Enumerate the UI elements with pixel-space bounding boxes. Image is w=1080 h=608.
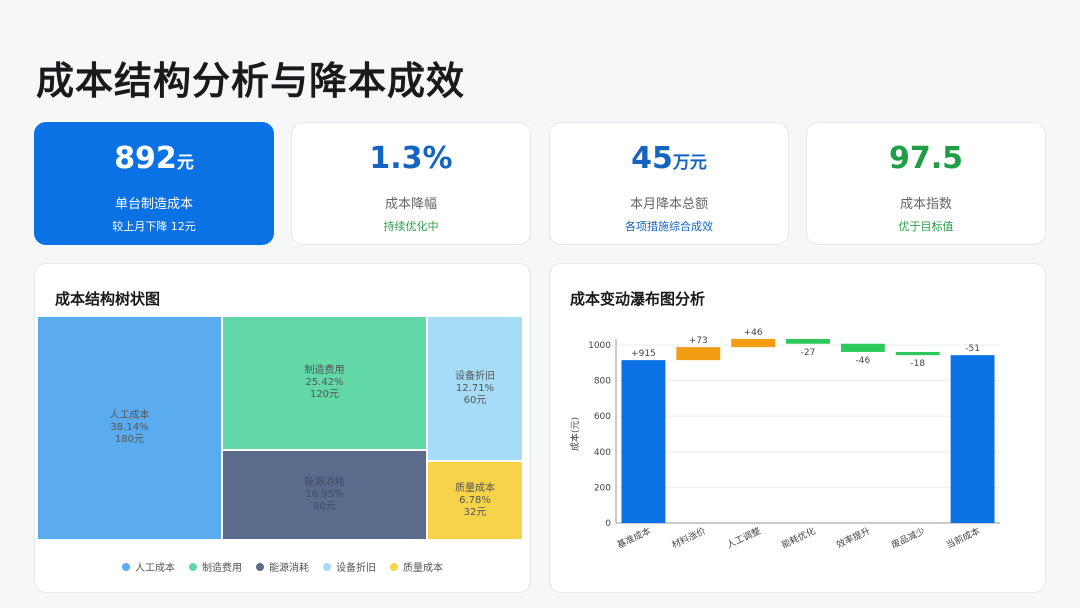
- data-label: +915: [631, 349, 656, 359]
- legend-item[interactable]: 设备折旧: [323, 559, 376, 574]
- kpi-value: 1.3%: [369, 141, 453, 176]
- waterfall-bar: [950, 355, 995, 523]
- data-label: -27: [801, 348, 816, 358]
- waterfall-chart: 0 200 400 600 800 1000 成本(元) +915 基准成本 +73 材料涨价 +46…: [569, 328, 1000, 551]
- page-title: 成本结构分析与降本成效: [36, 59, 466, 103]
- y-tick-label: 600: [594, 412, 611, 422]
- y-tick-label: 400: [594, 448, 611, 458]
- kpi-card-monthly-savings: 45万元 本月降本总额 各项措施综合成效: [549, 122, 789, 245]
- legend-swatch: [189, 562, 197, 571]
- kpi-card-cost-reduction-rate: 1.3% 成本降幅 持续优化中: [291, 122, 531, 245]
- x-tick-label: 效率提升: [834, 525, 872, 551]
- data-label: -51: [965, 344, 980, 354]
- treemap-node-depreciation[interactable]: 设备折旧 12.71% 60元: [428, 317, 522, 460]
- x-tick-label: 能耗优化: [780, 525, 818, 551]
- treemap-area: 人工成本 38.14% 180元 制造费用 25.42% 120元 能源消耗 16.95%…: [38, 317, 522, 539]
- waterfall-panel: 成本变动瀑布图分析 0 200 400 600 800 1000 成本(元) +915 基准成本…: [549, 263, 1046, 593]
- kpi-label: 成本降幅: [384, 197, 437, 212]
- treemap-panel: 成本结构树状图 人工成本 38.14% 180元 制造费用 25.42% 120元 能源…: [34, 263, 531, 593]
- y-axis-label: 成本(元): [569, 417, 581, 451]
- kpi-card-cost-index: 97.5 成本指数 优于目标值: [806, 122, 1046, 245]
- kpi-sub: 较上月下降 12元: [112, 220, 196, 233]
- data-label: -46: [856, 356, 871, 366]
- data-label: -18: [910, 359, 925, 369]
- waterfall-bar: [786, 338, 830, 344]
- waterfall-bar: [840, 343, 885, 352]
- kpi-label: 单台制造成本: [114, 197, 193, 212]
- waterfall-bar: [895, 351, 940, 356]
- kpi-card-unit-cost: 892元 单台制造成本 较上月下降 12元: [34, 122, 274, 245]
- y-tick-label: 800: [594, 377, 611, 387]
- x-tick-label: 当前成本: [944, 525, 982, 551]
- legend-item[interactable]: 制造费用: [189, 559, 242, 574]
- treemap-legend: 人工成本 制造费用 能源消耗 设备折旧 质量成本: [35, 559, 530, 574]
- legend-swatch: [390, 562, 398, 571]
- legend-swatch: [256, 562, 264, 571]
- kpi-sub: 各项措施综合成效: [625, 220, 713, 233]
- waterfall-title: 成本变动瀑布图分析: [570, 290, 706, 308]
- treemap-node-quality[interactable]: 质量成本 6.78% 32元: [428, 462, 522, 539]
- legend-swatch: [323, 562, 331, 571]
- x-tick-label: 废品减少: [889, 525, 927, 551]
- x-tick-label: 材料涨价: [670, 525, 708, 551]
- waterfall-bar: [731, 338, 776, 348]
- legend-swatch: [122, 562, 130, 571]
- y-tick-label: 200: [594, 483, 611, 493]
- data-label: +73: [689, 336, 708, 346]
- kpi-value: 45万元: [631, 141, 707, 176]
- treemap-title: 成本结构树状图: [55, 290, 161, 308]
- kpi-sub: 持续优化中: [383, 220, 439, 233]
- legend-item[interactable]: 能源消耗: [256, 559, 309, 574]
- kpi-value: 97.5: [888, 141, 964, 176]
- kpi-sub: 优于目标值: [898, 220, 954, 233]
- y-tick-label: 0: [605, 519, 611, 529]
- kpi-label: 成本指数: [899, 197, 952, 212]
- kpi-label: 本月降本总额: [629, 197, 708, 212]
- legend-item[interactable]: 质量成本: [390, 559, 443, 574]
- legend-item[interactable]: 人工成本: [122, 559, 175, 574]
- waterfall-bar: [621, 360, 666, 523]
- x-tick-label: 基准成本: [615, 525, 653, 551]
- x-tick-label: 人工调整: [725, 525, 763, 551]
- kpi-value: 892元: [114, 141, 194, 176]
- waterfall-bar: [676, 347, 721, 361]
- data-label: +46: [744, 328, 763, 338]
- treemap-node-energy[interactable]: 能源消耗 16.95% 80元: [223, 451, 426, 539]
- y-tick-label: 1000: [588, 341, 611, 351]
- treemap-node-manufacturing[interactable]: 制造费用 25.42% 120元: [223, 317, 426, 449]
- treemap-node-labor[interactable]: 人工成本 38.14% 180元: [38, 317, 221, 539]
